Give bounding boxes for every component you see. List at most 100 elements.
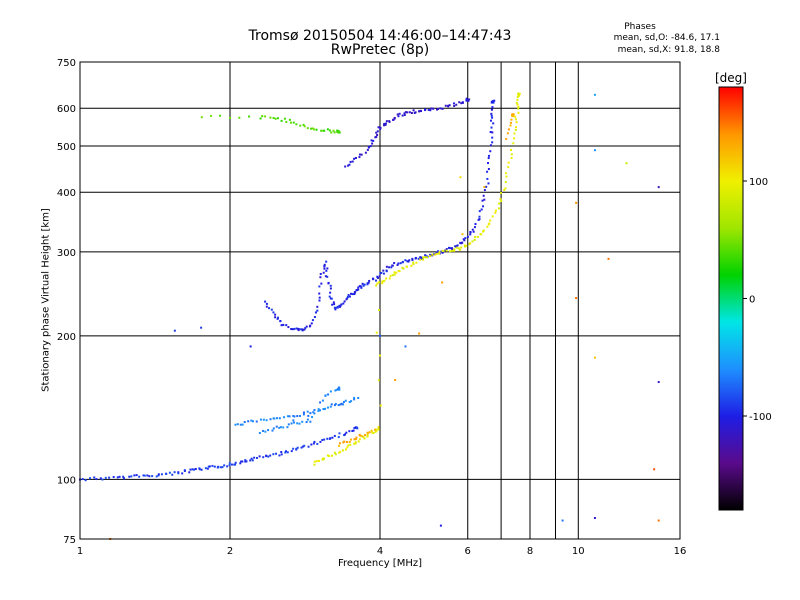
data-point (462, 238, 465, 241)
data-point (319, 276, 322, 279)
data-point (377, 379, 380, 382)
data-point (285, 324, 288, 327)
data-point (322, 408, 325, 411)
data-point (378, 308, 381, 311)
data-point (406, 111, 409, 114)
data-point (151, 475, 154, 478)
data-point (356, 288, 359, 291)
data-point (388, 120, 391, 123)
data-point (234, 423, 237, 426)
data-point (375, 331, 378, 334)
data-point (168, 471, 171, 474)
data-point (265, 302, 268, 305)
data-point (593, 149, 596, 152)
data-point (436, 252, 439, 255)
data-point (380, 271, 383, 274)
data-point (388, 266, 391, 269)
data-point (219, 466, 222, 469)
data-point (311, 127, 314, 130)
data-point (302, 445, 305, 448)
data-point (395, 271, 398, 274)
data-point (451, 249, 454, 252)
data-point (329, 291, 332, 294)
data-point (193, 468, 196, 471)
data-point (275, 425, 278, 428)
data-point (200, 326, 203, 329)
data-point (424, 256, 427, 259)
data-point (361, 282, 364, 285)
data-point (468, 98, 471, 101)
data-point (250, 457, 253, 460)
data-point (516, 98, 519, 101)
data-point (385, 277, 388, 280)
data-point (513, 137, 516, 140)
data-point (188, 471, 191, 474)
data-point (309, 420, 312, 423)
data-point (317, 409, 320, 412)
data-point (390, 266, 393, 269)
data-point (310, 322, 313, 325)
data-point (328, 455, 331, 458)
data-point (514, 118, 517, 121)
data-point (420, 109, 423, 112)
data-point (338, 432, 341, 435)
data-point (280, 451, 283, 454)
data-point (321, 458, 324, 461)
data-point (312, 442, 315, 445)
data-point (350, 400, 353, 403)
data-point (353, 293, 356, 296)
data-point (269, 454, 272, 457)
data-point (354, 442, 357, 445)
phases-o-stats: mean, sd,O: -84.6, 17.1 (613, 33, 720, 43)
data-point (491, 106, 494, 109)
data-point (474, 223, 477, 226)
data-point (482, 194, 485, 197)
data-point (382, 269, 385, 272)
data-point (490, 108, 493, 111)
data-point (341, 403, 344, 406)
y-tick-label: 300 (57, 248, 76, 259)
data-point (450, 247, 453, 250)
data-point (133, 474, 136, 477)
data-point (306, 410, 309, 413)
data-point (384, 122, 387, 125)
data-point (405, 265, 408, 268)
data-point (338, 442, 341, 445)
data-point (427, 108, 430, 111)
data-point (360, 435, 363, 438)
data-point (375, 284, 378, 287)
data-point (284, 451, 287, 454)
data-point (498, 202, 501, 205)
data-point (441, 107, 444, 110)
data-point (516, 103, 519, 106)
data-point (489, 119, 492, 122)
data-point (486, 225, 489, 228)
data-point (333, 404, 336, 407)
data-point (441, 281, 444, 284)
data-point (347, 294, 350, 297)
data-point (333, 451, 336, 454)
data-point (414, 111, 417, 114)
data-point (122, 477, 125, 480)
data-point (514, 115, 517, 118)
data-point (219, 114, 222, 117)
data-point (428, 255, 431, 258)
data-point (515, 121, 518, 124)
data-point (287, 326, 290, 329)
data-point (251, 459, 254, 462)
data-point (142, 474, 145, 477)
data-point (280, 324, 283, 327)
data-point (487, 162, 490, 165)
data-point (340, 303, 343, 306)
data-point (445, 248, 448, 251)
data-point (429, 109, 432, 112)
data-point (292, 447, 295, 450)
data-point (351, 293, 354, 296)
data-point (510, 157, 513, 160)
data-point (487, 182, 490, 185)
data-point (512, 142, 515, 145)
data-point (333, 303, 336, 306)
data-point (344, 399, 347, 402)
data-point (517, 107, 520, 110)
